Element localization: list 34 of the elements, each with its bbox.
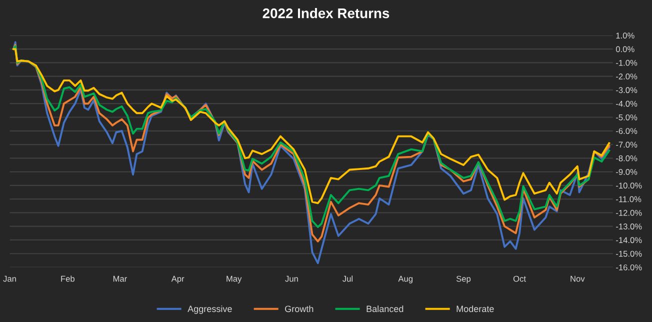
chart-title: 2022 Index Returns [262, 8, 390, 18]
x-tick-label: Jul [342, 276, 353, 282]
y-tick-label: -15.0% [616, 250, 642, 257]
y-tick-label: -10.0% [616, 182, 642, 189]
y-tick-label: -12.0% [616, 210, 642, 216]
x-tick-label: Feb [61, 276, 74, 282]
y-tick-label: -4.0% [616, 100, 638, 107]
y-tick-label: -13.0% [616, 224, 642, 230]
legend-label: Aggressive [188, 305, 232, 314]
x-tick-label: Nov [570, 276, 585, 282]
y-tick-label: -11.0% [616, 196, 642, 202]
y-tick-label: -14.0% [616, 237, 642, 244]
legend-label: Growth [285, 305, 314, 312]
x-tick-label: May [226, 276, 242, 284]
y-tick-label: -2.0% [616, 74, 638, 80]
x-tick-label: Jan [3, 276, 16, 282]
y-tick-label: -9.0% [616, 168, 638, 175]
x-tick-label: Apr [171, 276, 184, 284]
y-tick-label: -16.0% [616, 264, 642, 270]
legend-label: Moderate [456, 305, 494, 312]
y-tick-label: -3.0% [616, 87, 638, 94]
y-tick-label: -7.0% [616, 142, 638, 148]
x-tick-label: Oct [513, 276, 526, 282]
y-tick-label: -8.0% [616, 155, 638, 162]
x-tick-label: Mar [113, 276, 127, 282]
x-tick-label: Sep [456, 276, 471, 284]
y-tick-label: -1.0% [616, 60, 638, 66]
y-tick-label: 1.0% [616, 32, 634, 39]
legend-label: Balanced [366, 305, 404, 312]
y-tick-label: -5.0% [616, 114, 638, 120]
x-tick-label: Jun [285, 276, 298, 282]
y-tick-label: 0.0% [616, 46, 634, 52]
y-tick-label: -6.0% [616, 128, 638, 134]
x-tick-label: Aug [398, 276, 412, 284]
